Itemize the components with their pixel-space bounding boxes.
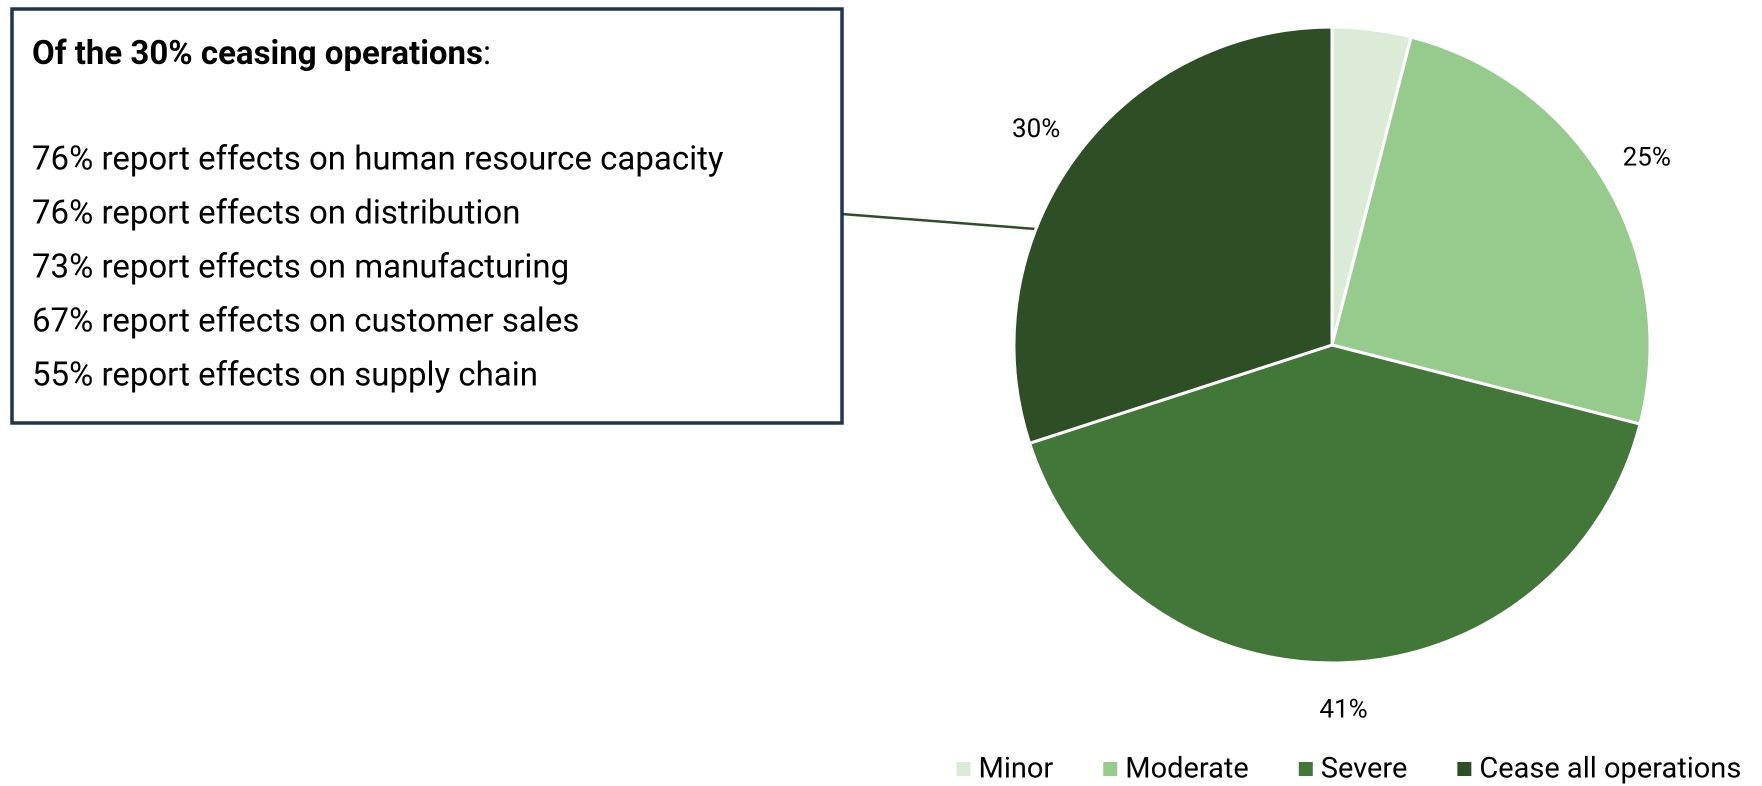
pie-slice xyxy=(1012,25,1334,446)
pie-slice xyxy=(1027,343,1642,665)
annotation-title: Of the 30% ceasing operations: xyxy=(32,34,491,73)
legend-swatch xyxy=(1298,762,1313,776)
annotation-box xyxy=(10,7,844,425)
slice-label: 25% xyxy=(1623,143,1671,173)
annotation-line: 55% report effects on supply chain xyxy=(32,356,538,395)
annotation-line: 67% report effects on customer sales xyxy=(32,302,579,341)
annotation-title-text: Of the 30% ceasing operations xyxy=(32,34,483,73)
annotation-line: 73% report effects on manufacturing xyxy=(32,248,569,287)
legend-swatch xyxy=(1103,762,1118,776)
legend-swatch xyxy=(956,762,971,776)
legend-swatch xyxy=(1457,762,1472,776)
slice-label: 30% xyxy=(1012,114,1060,144)
legend-label: Moderate xyxy=(1125,752,1249,786)
legend-label: Cease all operations xyxy=(1479,752,1741,786)
callout-connector xyxy=(841,212,1037,231)
legend-label: Severe xyxy=(1321,752,1408,786)
pie-slice xyxy=(1330,35,1652,426)
annotation-line: 76% report effects on distribution xyxy=(32,194,520,233)
annotation-title-end: : xyxy=(483,34,491,73)
legend-label: Minor xyxy=(979,752,1054,786)
annotation-line: 76% report effects on human resource cap… xyxy=(32,140,724,179)
slice-label: 41% xyxy=(1319,694,1367,724)
